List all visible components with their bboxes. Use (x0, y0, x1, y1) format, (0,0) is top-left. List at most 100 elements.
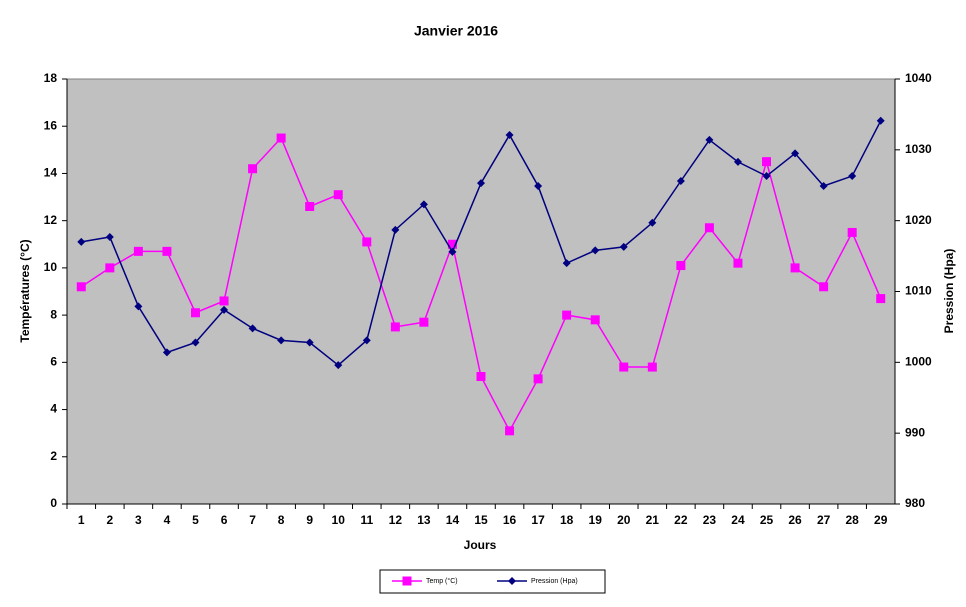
x-tick-label: 12 (389, 513, 403, 527)
x-tick-label: 28 (845, 513, 859, 527)
data-point (704, 223, 714, 233)
x-tick-label: 5 (192, 513, 199, 527)
data-point (77, 237, 86, 246)
data-point (647, 362, 657, 372)
data-point (705, 135, 714, 144)
legend-label: Pression (Hpa) (531, 578, 578, 585)
data-point (648, 218, 657, 227)
x-tick-label: 20 (617, 513, 631, 527)
x-tick-label: 18 (560, 513, 574, 527)
x-tick-label: 24 (731, 513, 745, 527)
x-tick-label: 7 (249, 513, 256, 527)
data-point (534, 181, 543, 190)
y-tick-label: 10 (44, 260, 58, 274)
data-point (876, 294, 886, 304)
legend-marker (402, 576, 412, 586)
x-tick-label: 6 (221, 513, 228, 527)
x-tick-label: 2 (106, 513, 113, 527)
legend-box (379, 569, 606, 594)
y-tick-label: 8 (50, 307, 57, 321)
y-axis-title: Températures (°C) (18, 239, 32, 342)
data-point (733, 157, 742, 166)
data-point (248, 164, 258, 174)
data-point (419, 200, 428, 209)
x-tick-label: 1 (78, 513, 85, 527)
data-point (391, 225, 400, 234)
x-tick-label: 10 (332, 513, 346, 527)
y-tick-label: 16 (44, 118, 58, 132)
x-tick-label: 17 (531, 513, 545, 527)
chart-title: Janvier 2016 (414, 23, 498, 39)
data-point (819, 282, 829, 292)
x-tick-label: 15 (474, 513, 488, 527)
data-point (591, 246, 600, 255)
data-point (476, 372, 486, 381)
data-point (277, 336, 286, 345)
x-tick-label: 19 (589, 513, 603, 527)
data-point (276, 133, 286, 143)
data-point (562, 310, 572, 320)
legend-marker (508, 577, 516, 585)
x-tick-label: 16 (503, 513, 517, 527)
data-point (220, 305, 229, 314)
data-point (134, 302, 143, 311)
data-point (676, 261, 686, 271)
data-point (248, 324, 257, 333)
data-point (505, 426, 515, 436)
data-point (619, 242, 628, 251)
data-point (447, 239, 457, 249)
data-point (848, 172, 857, 181)
data-point (762, 157, 772, 167)
data-point (105, 263, 115, 273)
x-tick-label: 13 (417, 513, 431, 527)
data-point (76, 282, 86, 292)
data-point (619, 362, 629, 372)
y2-tick-label: 990 (905, 425, 925, 439)
data-point (334, 361, 343, 370)
data-point (190, 308, 200, 318)
data-point (590, 315, 600, 325)
x-tick-label: 11 (360, 513, 373, 527)
legend: Temp (°C) Pression (Hpa) (379, 569, 606, 594)
data-point (847, 227, 857, 237)
data-point (333, 190, 343, 200)
data-point (533, 374, 543, 384)
data-point (362, 336, 371, 345)
y2-tick-label: 1000 (905, 355, 932, 369)
x-tick-label: 9 (306, 513, 313, 527)
data-point (133, 246, 143, 256)
y-tick-label: 6 (50, 355, 57, 369)
data-point (105, 232, 114, 241)
data-point (505, 130, 514, 139)
x-tick-label: 14 (446, 513, 460, 527)
x-tick-label: 4 (164, 513, 171, 527)
data-point (362, 237, 372, 247)
y-tick-label: 14 (44, 166, 58, 180)
data-point (448, 247, 457, 256)
legend-label: Temp (°C) (426, 577, 458, 585)
x-tick-label: 21 (646, 513, 660, 527)
data-point (162, 246, 172, 256)
x-tick-label: 3 (135, 513, 142, 527)
y2-tick-label: 1040 (905, 71, 932, 85)
data-point (419, 317, 429, 327)
x-tick-label: 25 (760, 513, 774, 527)
data-point (762, 172, 771, 181)
x-tick-label: 29 (874, 513, 888, 527)
y2-tick-label: 1010 (905, 284, 932, 298)
x-axis-title: Jours (464, 538, 497, 552)
plot-area (66, 78, 896, 505)
data-point (733, 258, 743, 268)
y2-tick-label: 980 (905, 496, 925, 510)
y2-axis-title: Pression (Hpa) (942, 249, 956, 334)
y-tick-label: 18 (44, 71, 58, 85)
x-tick-label: 8 (278, 513, 285, 527)
y2-tick-label: 1030 (905, 142, 932, 156)
x-tick-label: 27 (817, 513, 831, 527)
data-point (791, 149, 800, 158)
x-tick-label: 23 (703, 513, 717, 527)
y2-tick-label: 1020 (905, 213, 932, 227)
data-point (819, 181, 828, 190)
data-point (876, 116, 885, 125)
